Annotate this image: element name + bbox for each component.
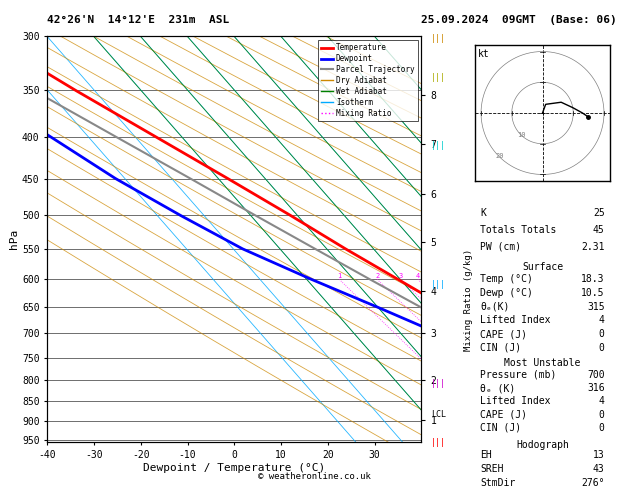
Text: |||: |||	[431, 73, 446, 82]
Text: LCL: LCL	[431, 410, 446, 419]
Text: Lifted Index: Lifted Index	[481, 315, 551, 325]
Text: 700: 700	[587, 370, 604, 380]
Text: 0: 0	[599, 343, 604, 353]
Text: θₑ(K): θₑ(K)	[481, 302, 509, 312]
Text: PW (cm): PW (cm)	[481, 242, 521, 252]
Text: CAPE (J): CAPE (J)	[481, 329, 527, 339]
Text: 20: 20	[495, 153, 504, 159]
Text: 4: 4	[416, 273, 420, 279]
Text: 0: 0	[599, 423, 604, 433]
Y-axis label: hPa: hPa	[9, 229, 19, 249]
Text: 4: 4	[599, 397, 604, 406]
Text: Most Unstable: Most Unstable	[504, 358, 581, 368]
Text: 43: 43	[593, 464, 604, 474]
Text: Hodograph: Hodograph	[516, 440, 569, 450]
Text: kt: kt	[477, 50, 489, 59]
Legend: Temperature, Dewpoint, Parcel Trajectory, Dry Adiabat, Wet Adiabat, Isotherm, Mi: Temperature, Dewpoint, Parcel Trajectory…	[318, 40, 418, 121]
Text: 315: 315	[587, 302, 604, 312]
Text: CIN (J): CIN (J)	[481, 423, 521, 433]
Text: Totals Totals: Totals Totals	[481, 225, 557, 235]
Text: 25: 25	[593, 208, 604, 218]
Text: 4: 4	[599, 315, 604, 325]
Text: 10.5: 10.5	[581, 288, 604, 298]
Text: |||: |||	[431, 438, 446, 447]
Text: 3: 3	[399, 273, 403, 279]
Text: 42°26'N  14°12'E  231m  ASL: 42°26'N 14°12'E 231m ASL	[47, 15, 230, 25]
Text: 13: 13	[593, 451, 604, 460]
Text: K: K	[481, 208, 486, 218]
Text: Temp (°C): Temp (°C)	[481, 274, 533, 284]
Text: EH: EH	[481, 451, 492, 460]
Text: Mixing Ratio (g/kg): Mixing Ratio (g/kg)	[464, 249, 473, 351]
Text: Dewp (°C): Dewp (°C)	[481, 288, 533, 298]
Text: |||: |||	[431, 280, 446, 290]
Text: 10: 10	[517, 132, 525, 138]
Text: SREH: SREH	[481, 464, 504, 474]
Text: 18.3: 18.3	[581, 274, 604, 284]
Text: 0: 0	[599, 329, 604, 339]
Text: 1: 1	[337, 273, 342, 279]
Text: © weatheronline.co.uk: © weatheronline.co.uk	[258, 472, 371, 481]
Text: CAPE (J): CAPE (J)	[481, 410, 527, 420]
Text: 2: 2	[375, 273, 379, 279]
Text: CIN (J): CIN (J)	[481, 343, 521, 353]
Text: 276°: 276°	[581, 478, 604, 486]
Text: |||: |||	[431, 141, 446, 150]
Text: 25.09.2024  09GMT  (Base: 06): 25.09.2024 09GMT (Base: 06)	[421, 15, 617, 25]
Text: Pressure (mb): Pressure (mb)	[481, 370, 557, 380]
Text: Surface: Surface	[522, 262, 563, 272]
Text: |||: |||	[431, 379, 446, 388]
X-axis label: Dewpoint / Temperature (°C): Dewpoint / Temperature (°C)	[143, 463, 325, 473]
Text: 2.31: 2.31	[581, 242, 604, 252]
Text: 316: 316	[587, 383, 604, 393]
Text: 45: 45	[593, 225, 604, 235]
Text: Lifted Index: Lifted Index	[481, 397, 551, 406]
Text: θₑ (K): θₑ (K)	[481, 383, 516, 393]
Text: StmDir: StmDir	[481, 478, 516, 486]
Text: 0: 0	[599, 410, 604, 420]
Text: |||: |||	[431, 34, 446, 43]
